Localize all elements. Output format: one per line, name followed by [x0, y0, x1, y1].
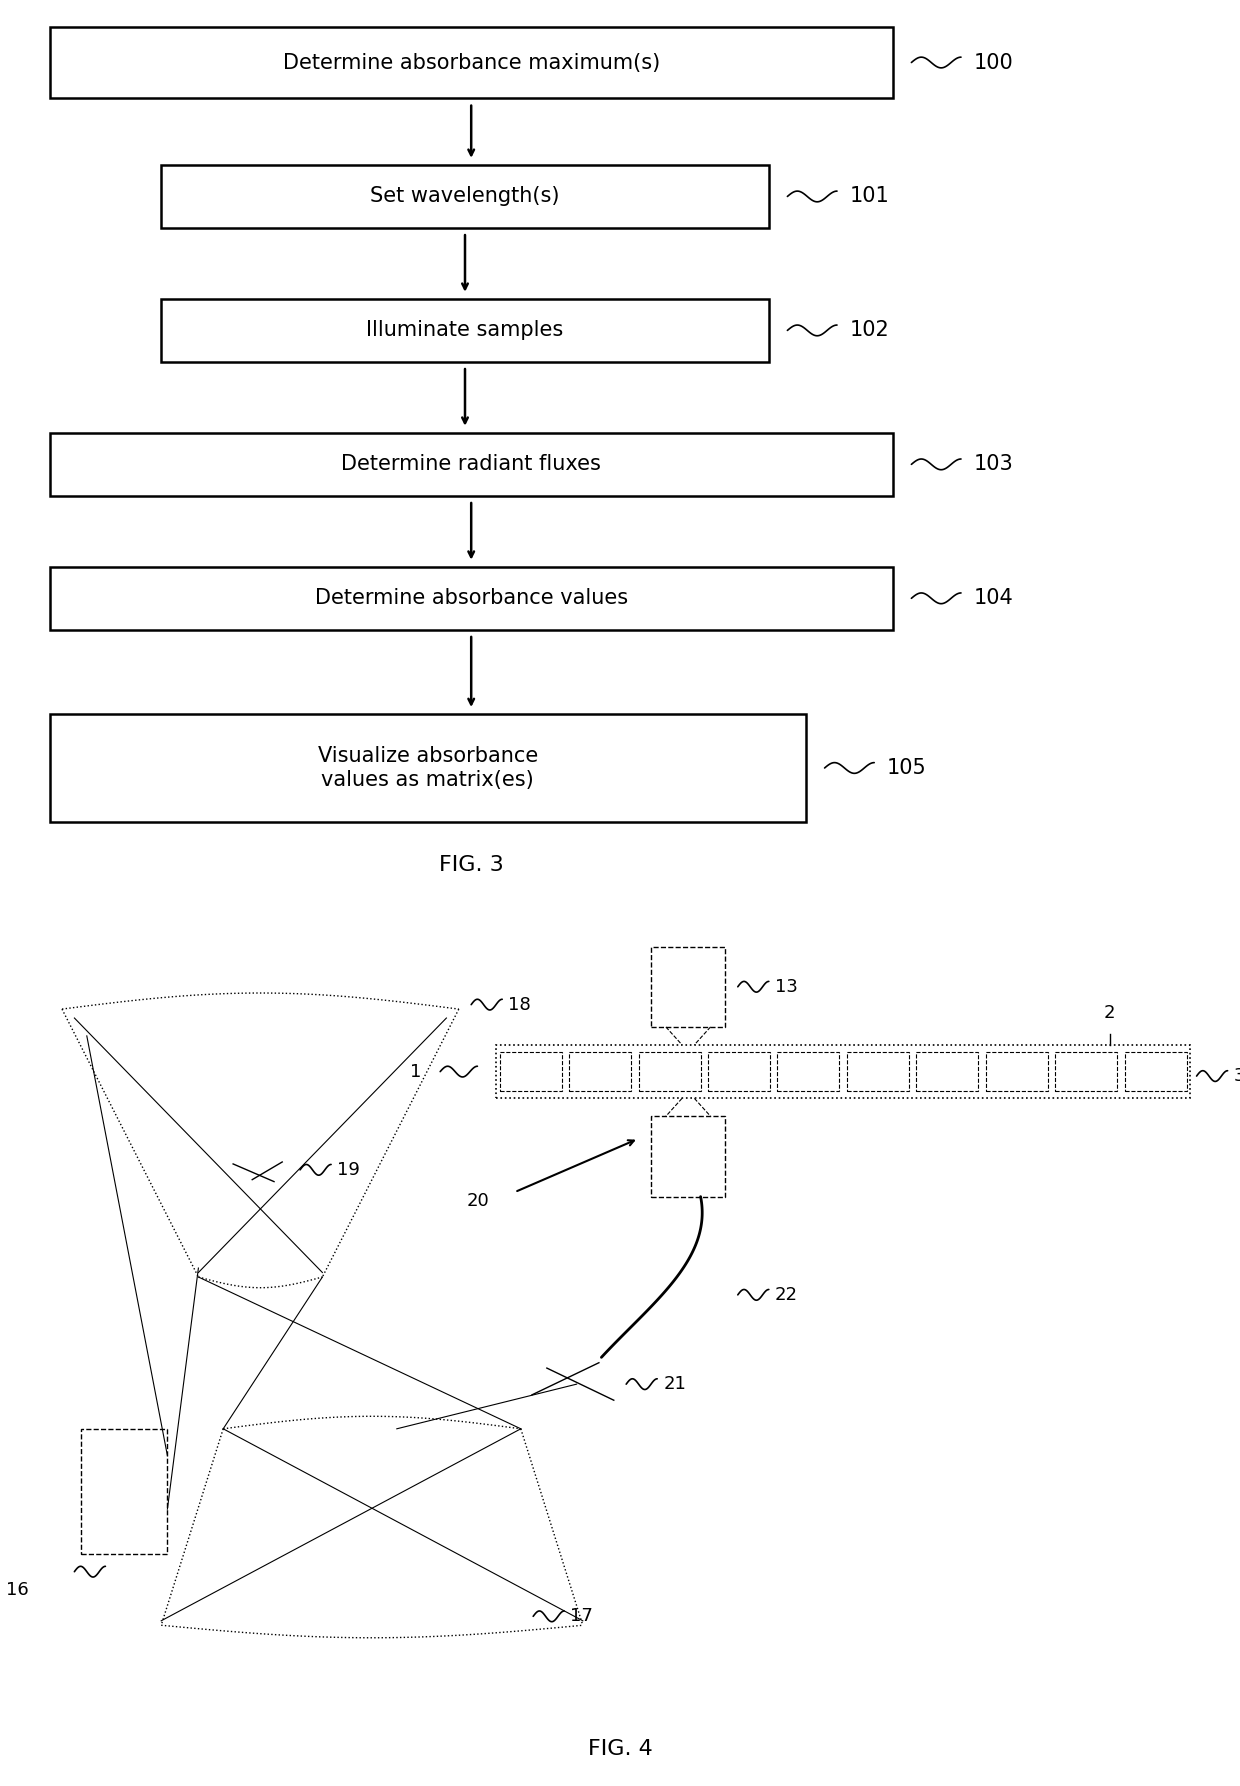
- Text: 22: 22: [775, 1286, 799, 1304]
- Bar: [777, 1052, 839, 1091]
- FancyBboxPatch shape: [50, 566, 893, 630]
- Text: 102: 102: [849, 320, 889, 341]
- Text: FIG. 4: FIG. 4: [588, 1740, 652, 1759]
- Bar: [81, 1429, 167, 1554]
- Text: 16: 16: [6, 1581, 29, 1598]
- Text: Visualize absorbance
values as matrix(es): Visualize absorbance values as matrix(es…: [317, 747, 538, 789]
- Text: Set wavelength(s): Set wavelength(s): [371, 186, 559, 207]
- Text: 100: 100: [973, 52, 1013, 73]
- Text: 13: 13: [775, 977, 797, 997]
- Text: 105: 105: [887, 757, 926, 779]
- Bar: [651, 1116, 725, 1197]
- Text: 101: 101: [849, 186, 889, 207]
- Bar: [986, 1052, 1048, 1091]
- Text: 17: 17: [570, 1607, 593, 1625]
- Bar: [847, 1052, 909, 1091]
- FancyBboxPatch shape: [50, 434, 893, 495]
- Text: 21: 21: [663, 1375, 686, 1393]
- Bar: [500, 1052, 562, 1091]
- Text: 2: 2: [1104, 1004, 1116, 1022]
- Text: 103: 103: [973, 454, 1013, 475]
- Text: 3: 3: [1234, 1066, 1240, 1086]
- Text: 1: 1: [410, 1063, 422, 1081]
- Text: Determine radiant fluxes: Determine radiant fluxes: [341, 454, 601, 475]
- Bar: [639, 1052, 701, 1091]
- FancyBboxPatch shape: [50, 27, 893, 98]
- Bar: [708, 1052, 770, 1091]
- Bar: [569, 1052, 631, 1091]
- Text: Illuminate samples: Illuminate samples: [366, 320, 564, 341]
- FancyBboxPatch shape: [50, 714, 806, 822]
- FancyBboxPatch shape: [161, 298, 769, 361]
- Text: 19: 19: [337, 1161, 360, 1179]
- Text: 104: 104: [973, 588, 1013, 609]
- Text: FIG. 3: FIG. 3: [439, 855, 503, 875]
- Bar: [916, 1052, 978, 1091]
- Bar: [496, 1045, 1190, 1098]
- Text: Determine absorbance maximum(s): Determine absorbance maximum(s): [283, 52, 660, 73]
- Text: 20: 20: [467, 1191, 490, 1211]
- FancyBboxPatch shape: [161, 164, 769, 229]
- Text: 18: 18: [508, 995, 531, 1014]
- Bar: [1055, 1052, 1117, 1091]
- Bar: [1125, 1052, 1187, 1091]
- Bar: [651, 947, 725, 1027]
- Text: Determine absorbance values: Determine absorbance values: [315, 588, 627, 609]
